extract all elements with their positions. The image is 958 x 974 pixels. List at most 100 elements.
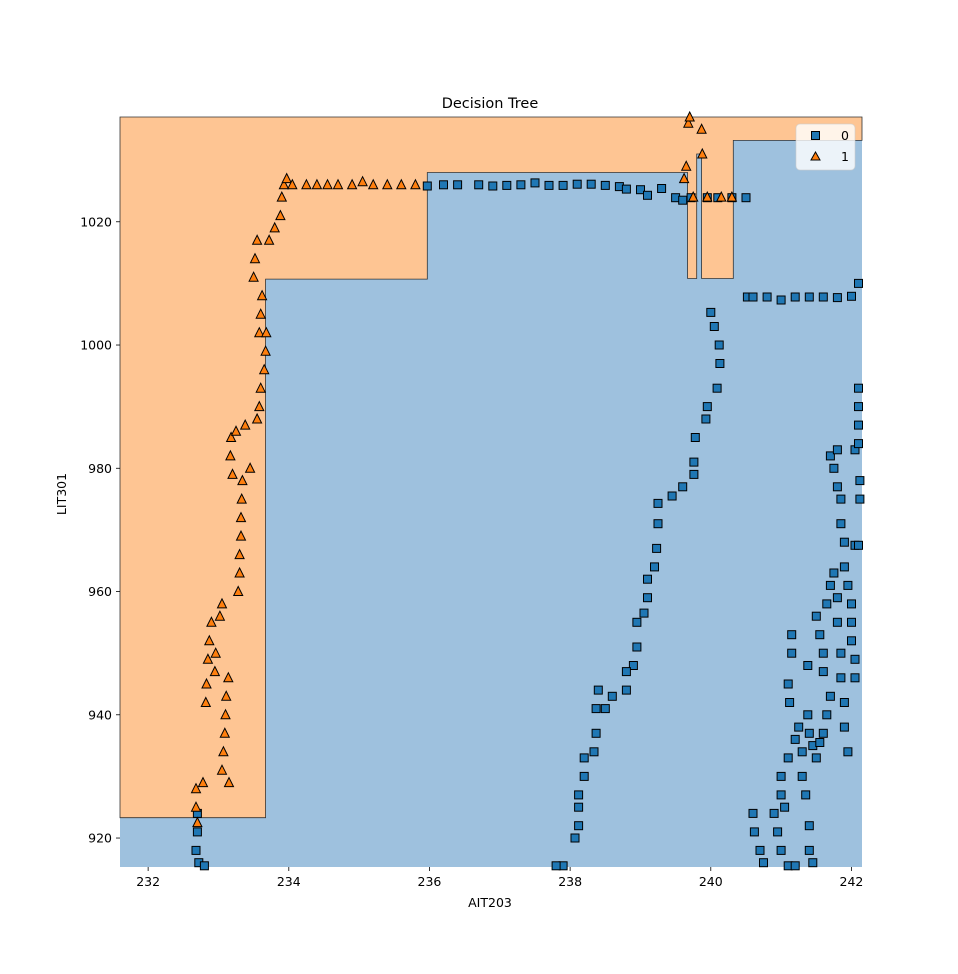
point-class-0 bbox=[787, 630, 797, 640]
point-class-0 bbox=[854, 402, 863, 412]
point-class-0 bbox=[839, 562, 849, 572]
point-class-0 bbox=[759, 858, 768, 868]
point-class-0 bbox=[652, 543, 662, 553]
point-class-1 bbox=[203, 634, 215, 646]
point-class-0 bbox=[843, 580, 853, 590]
point-class-0 bbox=[797, 771, 807, 781]
point-class-0 bbox=[776, 845, 786, 855]
point-class-1 bbox=[311, 178, 323, 190]
point-class-0 bbox=[794, 722, 804, 732]
point-class-1 bbox=[701, 190, 713, 202]
point-class-0 bbox=[574, 790, 584, 800]
point-class-1 bbox=[251, 234, 263, 245]
point-class-0 bbox=[803, 661, 813, 670]
point-class-0 bbox=[815, 630, 825, 640]
point-class-0 bbox=[787, 648, 797, 658]
y-tick-label: 940 bbox=[88, 707, 112, 722]
point-class-1 bbox=[214, 610, 226, 621]
point-class-1 bbox=[192, 816, 203, 828]
point-class-0 bbox=[600, 704, 610, 714]
point-class-1 bbox=[216, 597, 228, 609]
point-class-0 bbox=[199, 861, 209, 871]
point-class-0 bbox=[474, 180, 484, 190]
legend-box bbox=[795, 123, 856, 171]
point-class-0 bbox=[643, 190, 652, 200]
point-class-1 bbox=[197, 776, 209, 788]
point-class-0 bbox=[832, 593, 842, 603]
point-class-0 bbox=[822, 710, 832, 720]
point-class-0 bbox=[832, 617, 842, 627]
point-class-0 bbox=[709, 322, 719, 331]
plot-area bbox=[119, 110, 865, 871]
point-class-1 bbox=[216, 764, 228, 775]
point-class-0 bbox=[847, 636, 856, 646]
point-class-0 bbox=[558, 180, 568, 190]
point-class-1 bbox=[680, 160, 692, 171]
point-class-1 bbox=[281, 172, 293, 184]
point-class-0 bbox=[808, 858, 818, 868]
point-class-1 bbox=[726, 190, 738, 202]
point-class-0 bbox=[701, 414, 711, 424]
point-class-0 bbox=[836, 648, 846, 658]
point-class-1 bbox=[190, 801, 202, 812]
point-class-0 bbox=[678, 482, 688, 492]
point-class-0 bbox=[748, 808, 758, 818]
point-class-1 bbox=[255, 382, 267, 393]
point-class-0 bbox=[593, 685, 603, 695]
point-class-0 bbox=[769, 808, 779, 818]
point-class-1 bbox=[682, 117, 694, 128]
y-axis-label: LIT301 bbox=[54, 473, 69, 515]
point-class-1 bbox=[225, 449, 236, 461]
point-class-0 bbox=[811, 753, 821, 763]
point-class-1 bbox=[230, 425, 242, 436]
point-class-1 bbox=[269, 221, 281, 233]
point-class-1 bbox=[220, 690, 232, 701]
x-tick-label: 236 bbox=[418, 874, 442, 889]
point-class-0 bbox=[702, 402, 712, 412]
point-class-0 bbox=[589, 747, 599, 757]
point-class-0 bbox=[192, 827, 202, 837]
point-class-0 bbox=[191, 845, 201, 855]
point-class-0 bbox=[804, 728, 814, 738]
chart-title: Decision Tree bbox=[442, 96, 539, 112]
point-class-1 bbox=[236, 492, 248, 504]
point-class-0 bbox=[804, 292, 814, 302]
point-class-1 bbox=[260, 326, 272, 338]
point-class-0 bbox=[607, 691, 617, 701]
point-class-1 bbox=[410, 178, 421, 190]
legend-marker-class-0 bbox=[811, 131, 820, 140]
point-class-0 bbox=[855, 494, 865, 504]
x-tick-label: 232 bbox=[136, 874, 160, 889]
point-class-1 bbox=[253, 326, 265, 338]
y-tick-label: 1000 bbox=[80, 338, 112, 353]
point-class-0 bbox=[797, 747, 807, 757]
point-class-1 bbox=[235, 511, 247, 523]
point-class-0 bbox=[839, 722, 849, 732]
point-class-1 bbox=[220, 708, 231, 720]
x-tick-label: 240 bbox=[699, 874, 723, 889]
point-class-0 bbox=[785, 698, 795, 707]
point-class-0 bbox=[780, 802, 790, 812]
point-class-0 bbox=[847, 291, 856, 301]
point-class-1 bbox=[301, 178, 312, 190]
point-class-1 bbox=[200, 696, 212, 707]
point-class-0 bbox=[815, 738, 825, 747]
point-class-1 bbox=[190, 782, 202, 794]
point-class-0 bbox=[850, 673, 860, 683]
point-class-1 bbox=[258, 363, 270, 375]
point-class-0 bbox=[854, 278, 863, 288]
point-class-1 bbox=[201, 677, 212, 689]
point-class-1 bbox=[234, 566, 245, 578]
point-class-0 bbox=[439, 180, 448, 190]
point-class-0 bbox=[762, 292, 772, 302]
point-class-0 bbox=[579, 771, 589, 781]
point-class-1 bbox=[223, 776, 235, 788]
legend-label-class-1: 1 bbox=[841, 149, 849, 164]
point-class-0 bbox=[650, 562, 659, 572]
y-tick-label: 980 bbox=[88, 461, 112, 476]
point-class-1 bbox=[696, 147, 708, 159]
point-class-1 bbox=[276, 190, 288, 202]
point-class-0 bbox=[839, 537, 849, 547]
point-class-1 bbox=[244, 462, 256, 473]
